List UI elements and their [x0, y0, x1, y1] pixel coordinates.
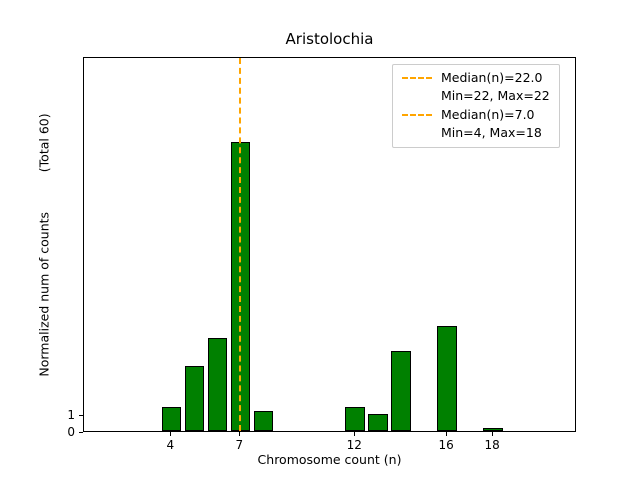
bar: [368, 414, 388, 431]
chart-title: Aristolochia: [285, 30, 374, 48]
legend-label-median-7: Median(n)=7.0: [441, 106, 535, 122]
x-tick-mark: [170, 432, 172, 436]
bar: [184, 366, 205, 431]
bar: [391, 351, 411, 431]
legend-spacer: [402, 126, 432, 140]
y-axis-label: Normalized num of counts (Total 60): [36, 112, 52, 377]
y-tick-label: 0: [67, 425, 75, 439]
x-tick-mark: [354, 432, 356, 436]
x-tick-label: 18: [484, 438, 500, 452]
bar: [345, 407, 365, 431]
y-tick-mark: [79, 415, 83, 416]
x-tick-mark: [446, 432, 448, 436]
bar: [207, 337, 228, 431]
y-tick-mark: [79, 432, 83, 433]
y-tick-label: 1: [67, 408, 75, 422]
legend-spacer: [402, 89, 432, 103]
legend-label-minmax-7: Min=4, Max=18: [441, 125, 542, 141]
bar: [483, 427, 503, 431]
legend-label-minmax-22: Min=22, Max=22: [441, 88, 550, 104]
x-tick-mark: [492, 432, 494, 436]
bar: [161, 407, 182, 431]
x-tick-mark: [239, 432, 241, 436]
bar: [253, 410, 274, 431]
x-tick-label: 4: [166, 438, 175, 452]
dashed-line-icon: [402, 77, 432, 80]
dashed-line-icon: [402, 113, 432, 116]
bar: [437, 325, 457, 431]
x-tick-label: 12: [346, 438, 362, 452]
legend: Median(n)=22.0 Min=22, Max=22 Median(n)=…: [392, 64, 560, 148]
x-tick-label: 7: [235, 438, 244, 452]
x-axis-label: Chromosome count (n): [257, 452, 402, 467]
x-tick-label: 16: [438, 438, 454, 452]
bar: [575, 412, 576, 431]
legend-label-median-22: Median(n)=22.0: [441, 70, 543, 85]
median-line: [239, 58, 242, 431]
